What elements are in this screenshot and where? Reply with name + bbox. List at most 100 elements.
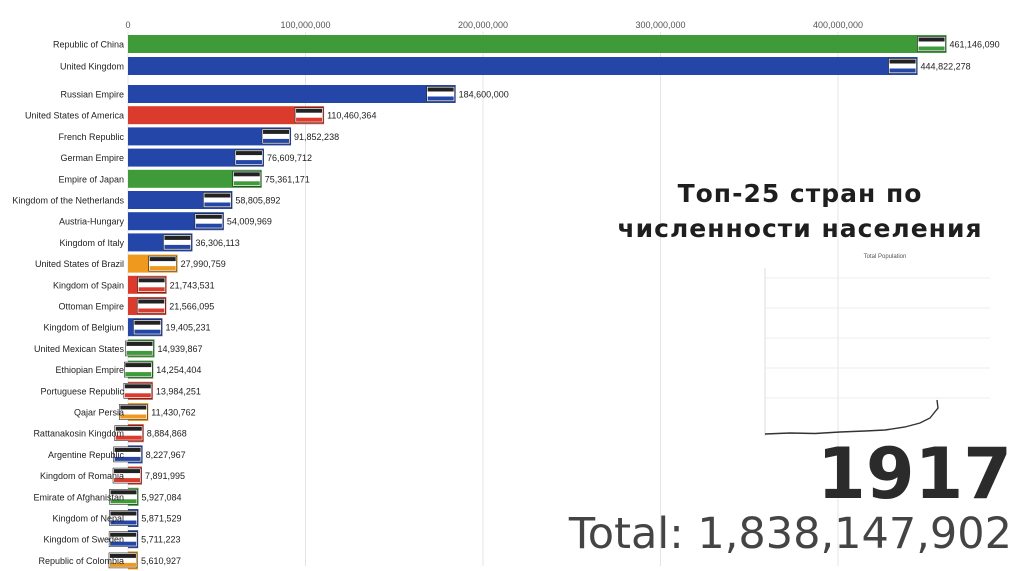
category-label: Russian Empire [60, 90, 124, 100]
ethiopian-flag-icon [124, 361, 153, 378]
chart-title: Топ-25 стран по численности населения [600, 176, 1000, 246]
category-label: Rattanakosin Kingdom [33, 429, 124, 439]
value-label: 8,227,967 [146, 450, 186, 460]
belgian-flag-icon [133, 319, 162, 336]
bar-labels: Republic of China 461,146,090 United Kingd… [12, 40, 999, 566]
value-label: 5,711,223 [141, 535, 180, 545]
value-label: 461,146,090 [950, 40, 1000, 50]
value-label: 8,884,868 [147, 429, 187, 439]
persian-flag-icon [118, 404, 148, 420]
value-label: 14,939,867 [158, 344, 203, 354]
austria-hungary-flag-icon [194, 213, 224, 229]
mini-chart-grid [764, 268, 990, 436]
bar [128, 85, 456, 103]
year-label: 1917 [817, 433, 1012, 515]
value-label: 27,990,759 [181, 259, 226, 269]
dutch-flag-icon [203, 192, 232, 208]
afghan-flag-icon [109, 488, 138, 505]
value-label: 110,460,364 [327, 111, 376, 121]
category-label: Kingdom of Spain [53, 280, 124, 290]
value-label: 5,871,529 [141, 514, 181, 524]
portuguese-flag-icon [123, 382, 153, 399]
value-label: 91,852,238 [294, 132, 339, 142]
bar [128, 106, 325, 125]
nepal-flag-icon [109, 510, 138, 526]
value-label: 444,822,278 [921, 62, 971, 72]
value-label: 75,361,171 [265, 174, 310, 184]
category-label: Ethiopian Empire [55, 365, 124, 375]
category-label: Portuguese Republic [40, 386, 124, 396]
category-label: Argentine Republic [48, 450, 125, 460]
italian-flag-icon [163, 234, 192, 251]
total-population-label: Total: 1,838,147,902 [568, 509, 1012, 559]
category-label: Kingdom of Romania [40, 471, 124, 481]
bar [128, 35, 947, 53]
category-label: United Mexican States [34, 344, 125, 354]
japanese-flag-icon [232, 171, 262, 187]
value-label: 76,609,712 [267, 153, 312, 163]
x-tick-label: 100,000,000 [280, 20, 330, 30]
x-tick-label: 0 [125, 20, 130, 30]
category-label: Kingdom of Italy [59, 238, 124, 248]
value-label: 5,610,927 [141, 556, 181, 566]
swedish-flag-icon [108, 531, 138, 548]
x-tick-label: 300,000,000 [635, 20, 685, 30]
category-label: Austria-Hungary [59, 217, 125, 227]
category-label: Republic of China [53, 40, 124, 50]
value-label: 5,927,084 [142, 492, 182, 502]
category-label: Qajar Persia [74, 408, 124, 418]
value-label: 36,306,113 [195, 238, 239, 248]
value-label: 11,430,762 [151, 408, 195, 418]
x-tick-label: 400,000,000 [813, 20, 863, 30]
mexican-flag-icon [125, 340, 154, 357]
value-label: 54,009,969 [227, 217, 272, 227]
bar [128, 169, 262, 188]
x-axis-ticks: 0 100,000,000 200,000,000 300,000,000 400,00… [125, 20, 863, 30]
value-label: 14,254,404 [156, 365, 201, 375]
total-population-mini-chart: Total Population [764, 254, 990, 436]
value-label: 7,891,995 [145, 471, 185, 481]
value-label: 58,805,892 [235, 196, 280, 206]
value-label: 21,743,531 [170, 280, 215, 290]
category-label: Republic of Colombia [38, 556, 124, 566]
category-label: Emirate of Afghanistan [33, 492, 124, 502]
category-label: Kingdom of the Netherlands [12, 196, 124, 206]
category-label: United Kingdom [60, 62, 124, 72]
category-label: United States of Brazil [35, 259, 124, 269]
category-label: Kingdom of Sweden [43, 535, 124, 545]
x-tick-label: 200,000,000 [458, 20, 508, 30]
bar [128, 57, 918, 75]
china-five-stripe-flag-icon [917, 36, 946, 52]
argentine-flag-icon [113, 446, 142, 463]
german-imperial-flag-icon [234, 149, 264, 166]
mini-chart-title: Total Population [864, 254, 907, 260]
category-label: Ottoman Empire [58, 302, 124, 312]
union-jack-flag-icon [888, 58, 917, 74]
mini-chart-line [764, 399, 939, 435]
french-flag-icon [261, 128, 291, 145]
category-label: Kingdom of Nepal [52, 514, 124, 524]
value-label: 184,600,000 [459, 90, 509, 100]
chart-title-line-2: численности населения [617, 214, 983, 243]
russian-imperial-flag-icon [426, 86, 455, 102]
brazilian-flag-icon [148, 255, 177, 272]
us-flag-icon [294, 107, 324, 123]
category-label: French Republic [58, 132, 124, 142]
value-label: 19,405,231 [165, 323, 210, 333]
bar [128, 148, 264, 167]
spanish-flag-icon [137, 276, 166, 293]
romanian-flag-icon [112, 467, 142, 484]
colombian-flag-icon [108, 552, 138, 569]
siam-flag-icon [114, 425, 144, 442]
value-label: 21,566,095 [169, 302, 214, 312]
chart-title-line-1: Топ-25 стран по [677, 179, 923, 208]
ottoman-flag-icon [136, 298, 166, 314]
category-label: United States of America [25, 111, 124, 121]
category-label: Kingdom of Belgium [43, 323, 124, 333]
category-label: German Empire [60, 153, 124, 163]
bar [128, 127, 292, 146]
category-label: Empire of Japan [58, 174, 124, 184]
bars [108, 35, 947, 570]
value-label: 13,984,251 [156, 386, 201, 396]
